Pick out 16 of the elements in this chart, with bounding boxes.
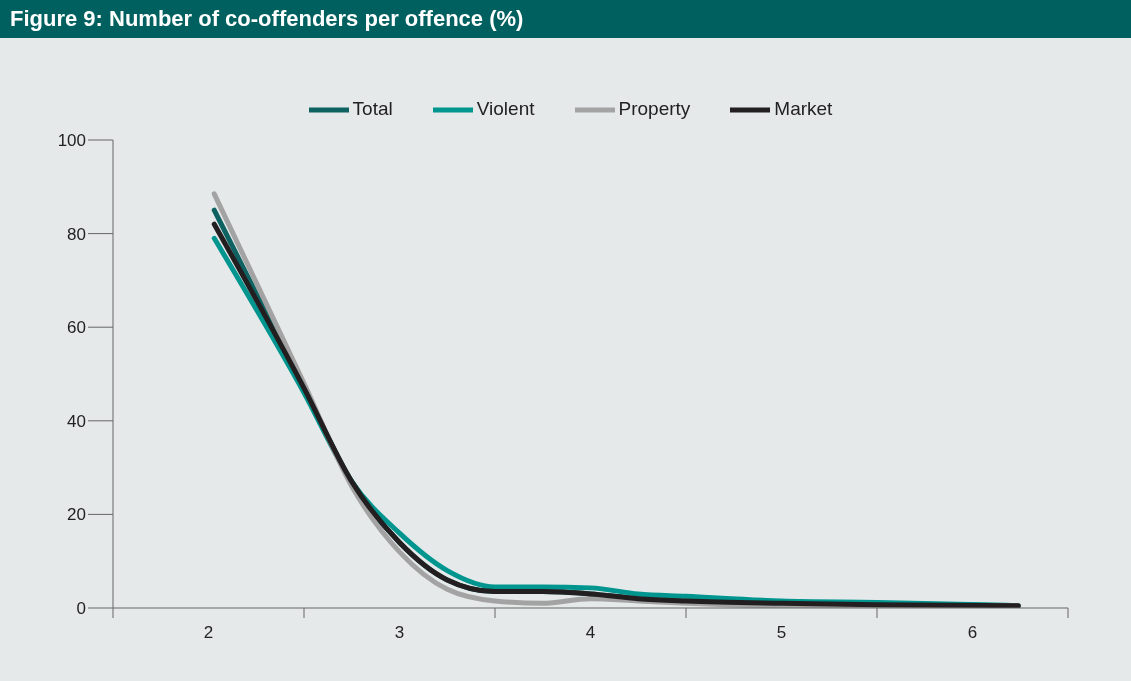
legend-label: Property: [618, 98, 691, 120]
legend-label: Violent: [476, 98, 535, 120]
legend-label: Market: [774, 98, 833, 120]
x-tick-label: 6: [967, 623, 978, 642]
legend-label: Total: [352, 98, 393, 120]
chart-title: Figure 9: Number of co-offenders per offence (%): [0, 0, 1131, 38]
y-tick-label: 40: [67, 411, 86, 431]
x-tick-label: 4: [585, 623, 596, 642]
y-tick-label: 100: [57, 131, 86, 151]
y-tick-label: 80: [67, 224, 86, 244]
y-tick-label: 0: [76, 599, 86, 619]
x-tick-label: 3: [394, 623, 405, 642]
y-tick-label: 20: [67, 505, 86, 525]
x-tick-label: 2: [203, 623, 214, 642]
x-tick-label: 5: [776, 623, 787, 642]
y-tick-label: 60: [67, 318, 86, 338]
